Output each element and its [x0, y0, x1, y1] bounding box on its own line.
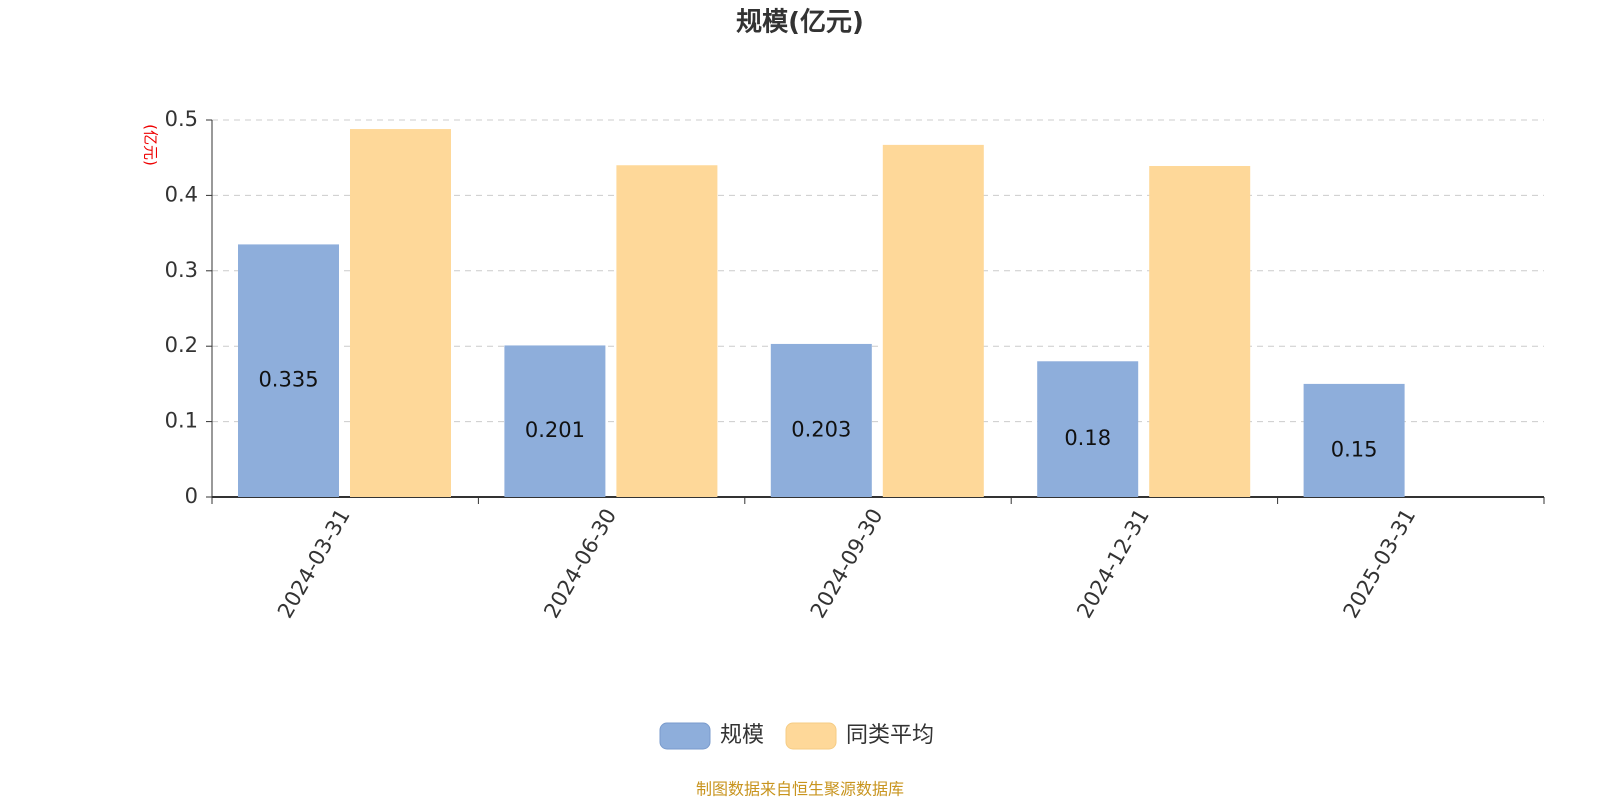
bar — [504, 345, 606, 497]
x-tick-label: 2025-03-31 — [1339, 505, 1421, 623]
data-label: 0.335 — [258, 368, 318, 392]
bar — [1149, 165, 1251, 497]
y-tick-label: 0.5 — [165, 107, 198, 131]
bar — [770, 343, 872, 497]
data-label: 0.201 — [525, 418, 585, 442]
data-label: 0.203 — [791, 417, 851, 441]
bar — [1303, 383, 1405, 497]
legend-label[interactable]: 规模 — [720, 723, 764, 748]
data-label: 0.18 — [1064, 426, 1111, 450]
bar — [1037, 361, 1139, 497]
y-tick-label: 0 — [185, 484, 198, 508]
y-axis-label: (亿元) — [142, 124, 160, 166]
y-tick-label: 0.2 — [165, 333, 198, 357]
y-tick-label: 0.1 — [165, 409, 198, 433]
x-tick-label: 2024-03-31 — [273, 505, 355, 623]
legend-swatch[interactable] — [785, 722, 837, 750]
x-tick-label: 2024-09-30 — [806, 505, 888, 623]
source-note: 制图数据来自恒生聚源数据库 — [696, 780, 904, 799]
legend-label[interactable]: 同类平均 — [846, 723, 934, 748]
legend-swatch[interactable] — [659, 722, 711, 750]
x-tick-label: 2024-12-31 — [1072, 505, 1154, 623]
bar — [882, 144, 984, 497]
bar — [238, 244, 339, 497]
x-tick-label: 2024-06-30 — [539, 505, 621, 623]
data-label: 0.15 — [1331, 437, 1378, 461]
y-tick-label: 0.4 — [165, 182, 198, 206]
bar — [350, 129, 451, 497]
chart-title: 规模(亿元) — [736, 8, 864, 38]
y-tick-label: 0.3 — [165, 258, 198, 282]
bar — [616, 165, 718, 498]
